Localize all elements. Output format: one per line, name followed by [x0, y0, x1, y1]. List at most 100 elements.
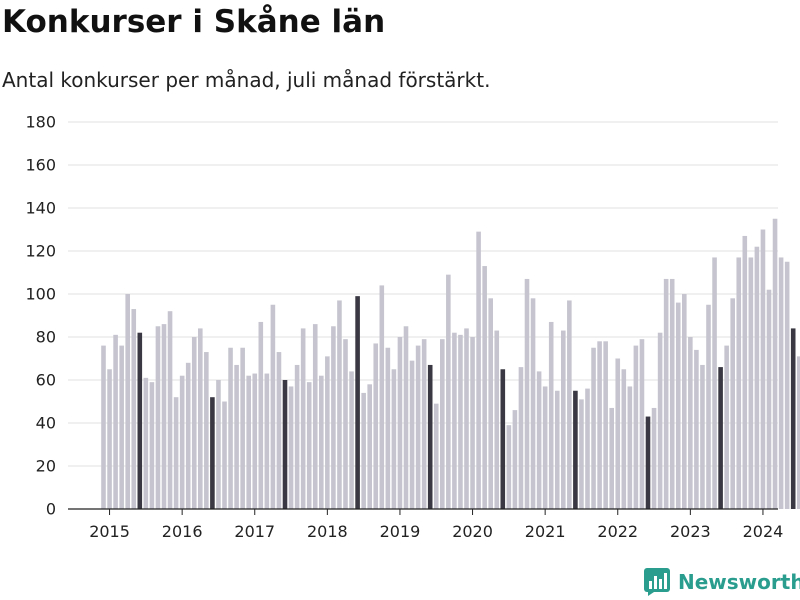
bar — [718, 367, 723, 509]
bar — [458, 334, 463, 509]
x-tick-label: 2024 — [743, 522, 784, 541]
x-tick-label: 2015 — [89, 522, 130, 541]
bar — [639, 339, 645, 509]
bar — [403, 326, 409, 509]
y-tick-label: 80 — [36, 328, 56, 347]
y-tick-label: 60 — [36, 371, 56, 390]
bar — [682, 294, 687, 509]
bar — [228, 347, 233, 509]
bar — [524, 278, 530, 509]
y-tick-label: 180 — [25, 113, 56, 132]
bar — [452, 332, 457, 509]
bar — [579, 399, 584, 509]
x-tick-label: 2019 — [380, 522, 421, 541]
chart-subtitle: Antal konkurser per månad, juli månad fö… — [2, 68, 491, 92]
bar — [609, 407, 614, 509]
bar — [137, 332, 143, 509]
bar — [476, 231, 481, 509]
bar — [149, 382, 155, 509]
y-tick-label: 20 — [36, 457, 56, 476]
bar — [621, 369, 627, 509]
bar — [790, 328, 796, 509]
bar — [264, 373, 270, 509]
bar — [706, 304, 711, 509]
bar — [730, 298, 735, 509]
bar — [591, 347, 596, 509]
bar — [385, 347, 391, 509]
bar — [506, 425, 512, 509]
bar — [675, 302, 681, 509]
bar — [101, 345, 106, 509]
bar — [222, 401, 227, 509]
bar — [415, 345, 421, 509]
bar — [312, 324, 318, 509]
bar — [657, 332, 663, 509]
x-axis: 2015 2016 2017 2018 2019 2020 2021 2022 2023 2024… — [68, 508, 784, 541]
bar — [391, 369, 397, 509]
bar — [294, 364, 300, 509]
bar — [355, 296, 360, 509]
bar — [143, 377, 149, 509]
bar — [778, 257, 784, 509]
bar — [240, 347, 245, 509]
bar — [585, 388, 590, 509]
bar — [198, 328, 203, 509]
bar — [204, 352, 209, 509]
bar — [349, 371, 354, 509]
y-tick-label: 120 — [25, 242, 56, 261]
y-tick-label: 140 — [25, 199, 56, 218]
bar — [651, 407, 657, 509]
bar — [234, 364, 239, 509]
y-tick-label: 160 — [25, 156, 56, 175]
bar — [282, 380, 288, 509]
x-tick-label: 2017 — [234, 522, 275, 541]
bar — [427, 364, 433, 509]
bar — [325, 356, 330, 509]
bar — [518, 367, 524, 509]
bar — [131, 309, 137, 509]
brand-name: Newsworthy — [678, 570, 800, 594]
bar — [367, 384, 372, 509]
bar — [694, 349, 699, 509]
bar — [119, 345, 124, 509]
y-tick-label: 40 — [36, 414, 56, 433]
bar — [742, 235, 748, 509]
bar — [440, 339, 445, 509]
y-tick-label: 0 — [46, 500, 56, 519]
bar — [464, 328, 469, 509]
bar — [210, 397, 215, 509]
bar — [216, 380, 221, 509]
bar — [337, 300, 342, 509]
bar — [155, 326, 161, 509]
bar — [191, 337, 197, 509]
bar — [772, 218, 778, 509]
bar — [500, 369, 506, 509]
bar — [796, 356, 800, 509]
x-tick-label: 2023 — [670, 522, 711, 541]
bar — [470, 337, 475, 509]
bar — [288, 386, 294, 509]
bar — [536, 371, 542, 509]
bar — [319, 375, 324, 509]
bar — [185, 362, 191, 509]
bar — [306, 382, 312, 509]
bar — [167, 311, 173, 509]
bar — [645, 416, 651, 509]
bar — [107, 369, 112, 509]
bar — [615, 358, 621, 509]
bar — [554, 390, 560, 509]
bar — [627, 386, 633, 509]
bar — [397, 337, 403, 509]
bar — [548, 321, 554, 509]
bar — [331, 326, 336, 509]
x-tick-label: 2016 — [162, 522, 203, 541]
bar — [421, 339, 427, 509]
bar — [597, 341, 602, 509]
bar — [633, 345, 639, 509]
x-tick-label: 2021 — [525, 522, 566, 541]
bar — [603, 341, 608, 509]
bar — [258, 321, 264, 509]
bar — [379, 285, 385, 509]
bar — [700, 364, 705, 509]
